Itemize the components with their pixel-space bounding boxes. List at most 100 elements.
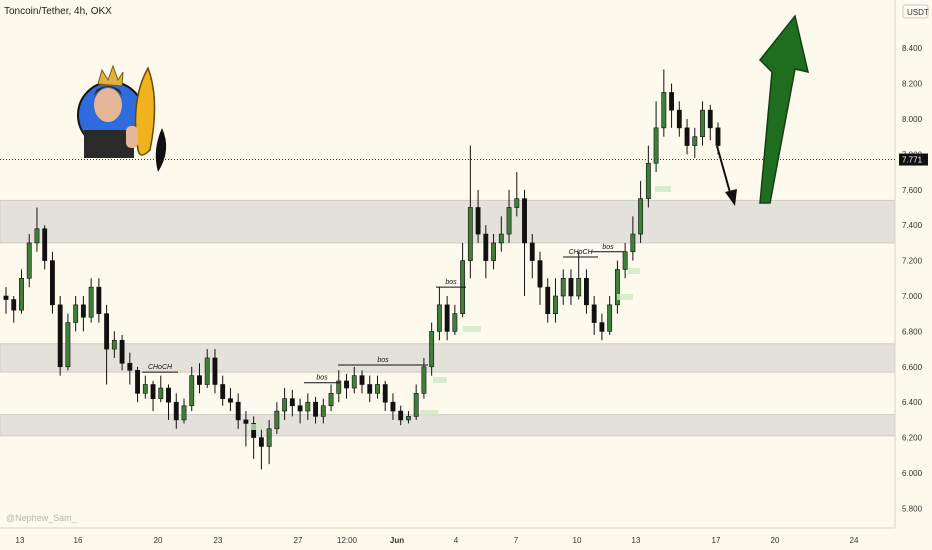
candle-body bbox=[367, 384, 373, 394]
y-tick-label: 6.600 bbox=[902, 363, 923, 372]
x-tick-label: 27 bbox=[294, 536, 303, 545]
candle-body bbox=[560, 277, 566, 297]
order-block-mark bbox=[250, 424, 264, 430]
candle-body bbox=[344, 380, 349, 389]
candle-body bbox=[305, 401, 311, 412]
y-tick-label: 8.200 bbox=[902, 80, 923, 89]
candle-body bbox=[359, 375, 365, 385]
candle-body bbox=[320, 405, 326, 417]
candle-body bbox=[197, 375, 202, 385]
zone-lower-zone bbox=[0, 414, 896, 437]
current-price-label: 7.771 bbox=[902, 156, 923, 165]
candle-body bbox=[591, 304, 597, 323]
candle-body bbox=[622, 251, 628, 270]
candle-body bbox=[204, 357, 210, 385]
candle-body bbox=[73, 304, 79, 323]
currency-label: USDT bbox=[907, 8, 929, 17]
candle-body bbox=[88, 286, 94, 318]
y-tick-label: 6.800 bbox=[902, 327, 923, 336]
zone-middle-zone bbox=[0, 343, 896, 373]
candle-body bbox=[65, 322, 71, 368]
candle-body bbox=[57, 304, 63, 368]
structure-label: CHoCH bbox=[148, 364, 173, 371]
order-block-mark bbox=[433, 377, 447, 383]
x-tick-label: 17 bbox=[712, 536, 721, 545]
x-tick-label: 10 bbox=[573, 536, 582, 545]
structure-label: bos bbox=[377, 357, 389, 364]
x-tick-label: 20 bbox=[771, 536, 780, 545]
candle-body bbox=[142, 384, 148, 394]
order-block-mark bbox=[420, 410, 438, 416]
candle-body bbox=[158, 387, 164, 399]
y-tick-label: 7.600 bbox=[902, 186, 923, 195]
candle-body bbox=[421, 366, 427, 394]
structure-label: bos bbox=[316, 375, 328, 382]
candle-body bbox=[382, 384, 388, 403]
candle-body bbox=[576, 277, 582, 297]
candle-body bbox=[390, 401, 396, 412]
y-tick-label: 7.400 bbox=[902, 221, 923, 230]
candle-body bbox=[220, 384, 226, 399]
candle-body bbox=[328, 393, 334, 407]
order-block-mark bbox=[628, 268, 640, 274]
candle-body bbox=[398, 410, 404, 421]
candle-body bbox=[715, 127, 721, 146]
candle-body bbox=[127, 362, 133, 371]
x-tick-label: 24 bbox=[850, 536, 859, 545]
down-arrow-shaft bbox=[716, 145, 732, 197]
candle-body bbox=[336, 380, 342, 394]
structure-label: bos bbox=[602, 244, 614, 251]
candle-body bbox=[173, 401, 179, 421]
structure-label: CHoCH bbox=[568, 249, 593, 256]
candle-body bbox=[522, 198, 527, 244]
candle-body bbox=[413, 393, 419, 417]
x-tick-label: 12:00 bbox=[337, 536, 358, 545]
candle-body bbox=[375, 384, 380, 394]
candle-body bbox=[19, 277, 24, 311]
candle-body bbox=[584, 277, 589, 306]
candle-body bbox=[243, 419, 249, 424]
candle-body bbox=[514, 198, 520, 208]
candle-body bbox=[119, 339, 125, 364]
candle-body bbox=[50, 260, 55, 306]
candle-body bbox=[297, 405, 303, 412]
candle-body bbox=[212, 357, 218, 385]
y-tick-label: 5.800 bbox=[902, 504, 923, 513]
candle-body bbox=[545, 286, 551, 314]
candle-body bbox=[452, 313, 458, 332]
structure-label: bos bbox=[445, 279, 457, 286]
candle-body bbox=[568, 277, 574, 297]
x-tick-label: 23 bbox=[214, 536, 223, 545]
current-price-box bbox=[899, 153, 928, 166]
candle-body bbox=[491, 242, 496, 261]
candle-body bbox=[645, 162, 651, 199]
candle-body bbox=[406, 416, 411, 421]
candle-body bbox=[599, 322, 605, 332]
candle-body bbox=[266, 428, 272, 447]
y-tick-label: 6.000 bbox=[902, 469, 923, 478]
candle-body bbox=[537, 260, 543, 288]
order-block-mark bbox=[655, 186, 671, 192]
y-tick-label: 6.200 bbox=[902, 434, 923, 443]
y-tick-label: 8.400 bbox=[902, 44, 923, 53]
currency-box bbox=[902, 4, 929, 19]
up-arrow bbox=[758, 14, 810, 204]
x-tick-label: 13 bbox=[632, 536, 641, 545]
candle-body bbox=[707, 109, 713, 129]
candle-body bbox=[228, 398, 233, 403]
x-tick-label: 13 bbox=[16, 536, 25, 545]
candle-body bbox=[436, 304, 442, 332]
candle-body bbox=[111, 339, 117, 350]
candle-body bbox=[506, 207, 512, 235]
candle-body bbox=[135, 370, 140, 394]
candle-body bbox=[444, 304, 450, 332]
x-tick-label: 7 bbox=[514, 536, 519, 545]
candle-body bbox=[189, 375, 195, 407]
x-tick-label: 20 bbox=[154, 536, 163, 545]
candle-body bbox=[638, 198, 644, 235]
x-tick-label: Jun bbox=[390, 536, 404, 545]
y-tick-label: 8.000 bbox=[902, 115, 923, 124]
candle-body bbox=[684, 127, 690, 146]
x-tick-label: 16 bbox=[74, 536, 83, 545]
